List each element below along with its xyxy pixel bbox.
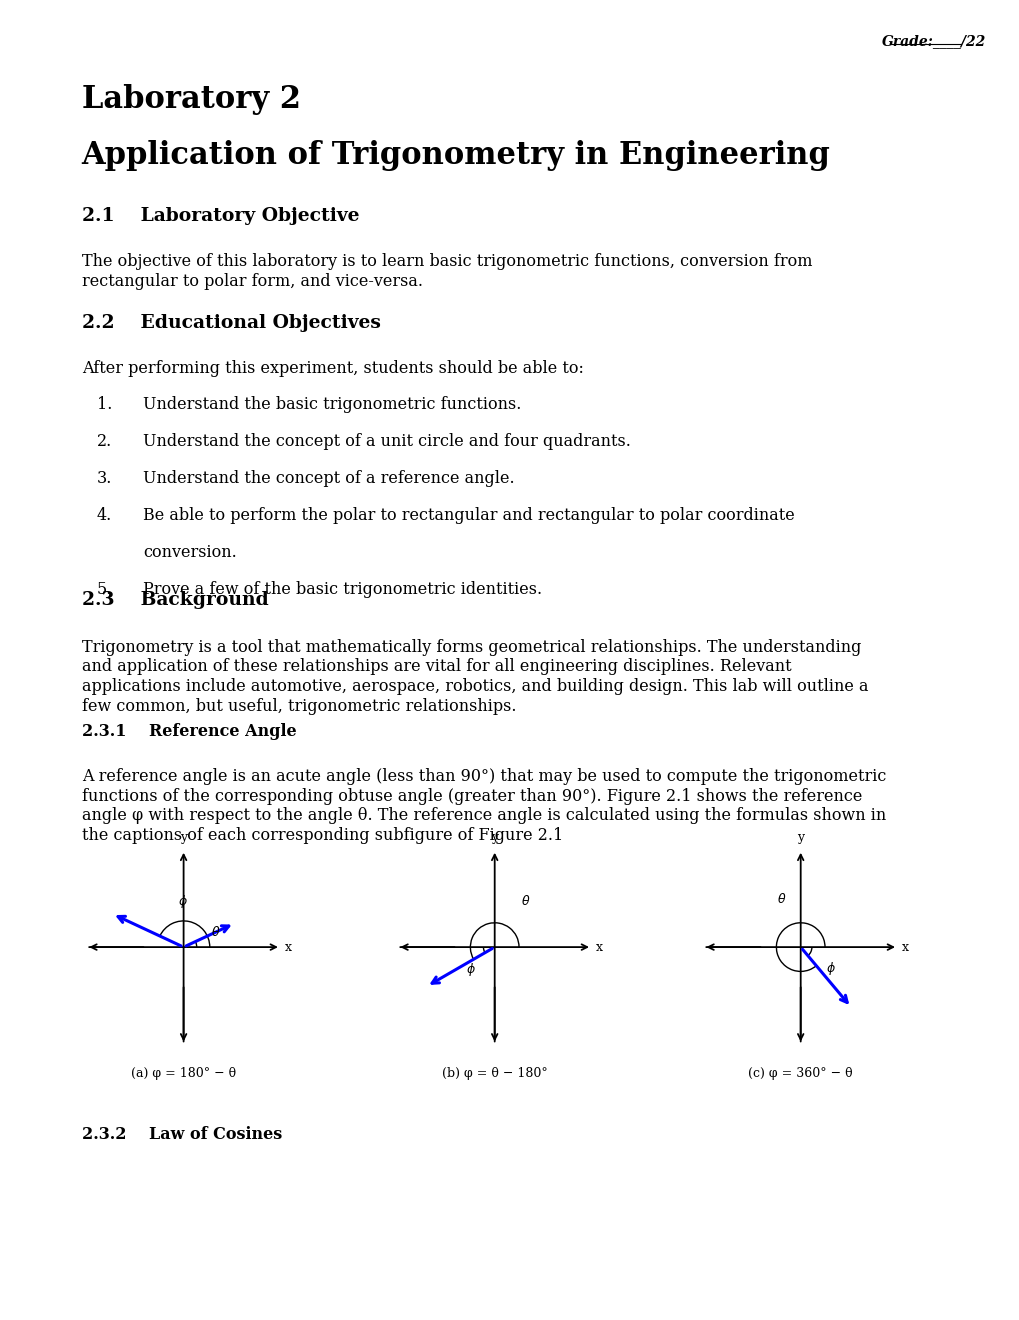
Text: Grade:____/22: Grade:____/22	[881, 34, 985, 49]
Text: Understand the concept of a unit circle and four quadrants.: Understand the concept of a unit circle …	[143, 433, 630, 450]
Text: $\phi$: $\phi$	[178, 894, 189, 911]
Text: $\theta$: $\theta$	[776, 892, 786, 906]
Text: $\phi$: $\phi$	[825, 960, 835, 977]
Text: Understand the basic trigonometric functions.: Understand the basic trigonometric funct…	[143, 396, 521, 413]
Text: $\theta$: $\theta$	[521, 894, 530, 908]
Text: Trigonometry is a tool that mathematically forms geometrical relationships. The : Trigonometry is a tool that mathematical…	[82, 639, 867, 714]
Text: y: y	[797, 830, 803, 843]
Text: 5.: 5.	[97, 581, 112, 598]
Text: The objective of this laboratory is to learn basic trigonometric functions, conv: The objective of this laboratory is to l…	[82, 253, 811, 290]
Text: After performing this experiment, students should be able to:: After performing this experiment, studen…	[82, 360, 583, 378]
Text: 2.3.1    Reference Angle: 2.3.1 Reference Angle	[82, 723, 296, 741]
Text: Application of Trigonometry in Engineering: Application of Trigonometry in Engineeri…	[82, 140, 829, 170]
Text: (c) φ = 360° − θ: (c) φ = 360° − θ	[748, 1067, 852, 1080]
Text: 2.3    Background: 2.3 Background	[82, 591, 268, 610]
Text: y: y	[491, 830, 497, 843]
Text: Be able to perform the polar to rectangular and rectangular to polar coordinate: Be able to perform the polar to rectangu…	[143, 507, 794, 524]
Text: 2.1    Laboratory Objective: 2.1 Laboratory Objective	[82, 207, 359, 226]
Text: 2.3.2    Law of Cosines: 2.3.2 Law of Cosines	[82, 1126, 281, 1143]
Text: Laboratory 2: Laboratory 2	[82, 84, 301, 115]
Text: 1.: 1.	[97, 396, 112, 413]
Text: 2.: 2.	[97, 433, 112, 450]
Text: Prove a few of the basic trigonometric identities.: Prove a few of the basic trigonometric i…	[143, 581, 541, 598]
Text: Understand the concept of a reference angle.: Understand the concept of a reference an…	[143, 470, 514, 487]
Text: conversion.: conversion.	[143, 544, 236, 561]
Text: 4.: 4.	[97, 507, 112, 524]
Text: x: x	[595, 941, 602, 953]
Text: $\theta$: $\theta$	[210, 925, 220, 939]
Text: x: x	[901, 941, 908, 953]
Text: 3.: 3.	[97, 470, 112, 487]
Text: 2.2    Educational Objectives: 2.2 Educational Objectives	[82, 314, 380, 333]
Text: $\phi$: $\phi$	[466, 961, 475, 978]
Text: (a) φ = 180° − θ: (a) φ = 180° − θ	[130, 1067, 236, 1080]
Text: (b) φ = θ − 180°: (b) φ = θ − 180°	[441, 1067, 547, 1080]
Text: A reference angle is an acute angle (less than 90°) that may be used to compute : A reference angle is an acute angle (les…	[82, 768, 886, 843]
Text: y: y	[180, 830, 186, 843]
Text: x: x	[284, 941, 291, 953]
